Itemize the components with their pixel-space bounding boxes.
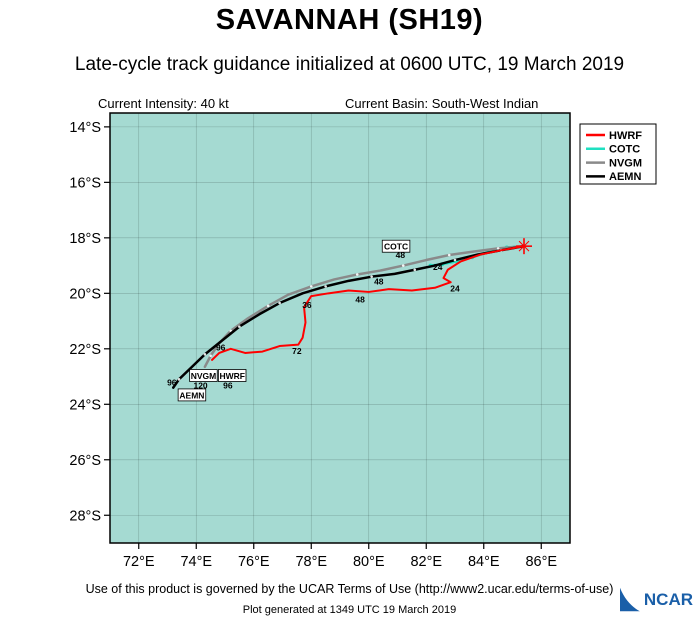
x-tick-label: 80°E [353, 554, 385, 570]
footer-generated: Plot generated at 1349 UTC 19 March 2019 [242, 604, 457, 616]
ncar-logo-text: NCAR [643, 589, 693, 609]
current-intensity-label: Current Intensity: 40 kt [98, 96, 229, 111]
model-label: NVGM [191, 371, 217, 381]
page-title: SAVANNAH (SH19) [215, 4, 484, 36]
y-tick-label: 28°S [69, 508, 101, 524]
page-subtitle: Late-cycle track guidance initialized at… [74, 54, 625, 75]
x-tick-label: 72°E [123, 554, 155, 570]
y-tick-label: 16°S [69, 175, 101, 191]
model-label: AEMN [179, 390, 204, 400]
forecast-hour-label: 96 [216, 342, 226, 352]
track-point-marker [355, 273, 359, 276]
gridlines [110, 113, 570, 543]
legend-label: HWRF [609, 130, 642, 142]
legend-entry-cotc: COTC [586, 144, 640, 156]
current-basin-label: Current Basin: South-West Indian [345, 96, 539, 111]
y-tick-label: 22°S [69, 342, 101, 358]
model-label: COTC [384, 242, 408, 252]
y-axis: 14°S 16°S 18°S 20°S 22°S 24°S 26°S 28°S [69, 120, 110, 524]
model-label-box [217, 369, 247, 382]
ncar-logo: NCAR [617, 586, 693, 613]
forecast-hour-label: 24 [450, 283, 460, 293]
legend-label: AEMN [609, 171, 641, 183]
model-label: HWRF [219, 371, 245, 381]
initial-position-marker [516, 238, 532, 255]
track-point-marker [453, 258, 457, 262]
forecast-hour-label: 96 [167, 378, 177, 388]
forecast-hour-label: 24 [433, 262, 443, 272]
x-tick-label: 82°E [410, 554, 442, 570]
x-axis: 72°E 74°E 76°E 78°E 80°E 82°E 84°E 86°E [123, 543, 557, 570]
track-point-marker [413, 268, 417, 272]
track-point-marker [370, 275, 373, 278]
forecast-hour-label: 48 [374, 277, 384, 287]
track-hwrf [211, 245, 525, 361]
y-tick-label: 14°S [69, 120, 101, 136]
legend-label: COTC [609, 144, 640, 156]
legend-label: NVGM [609, 157, 642, 169]
forecast-hour-label: 120 [193, 380, 207, 390]
legend-entry-nvgm: NVGM [586, 157, 642, 169]
track-point-marker [238, 325, 241, 328]
y-tick-label: 24°S [69, 397, 101, 413]
plot-border [109, 112, 571, 544]
x-tick-label: 86°E [525, 554, 557, 570]
legend-entry-aemn: AEMN [586, 171, 641, 183]
footer-terms: Use of this product is governed by the U… [85, 582, 614, 596]
y-tick-label: 20°S [69, 286, 101, 302]
plot-background [110, 113, 570, 543]
x-tick-label: 78°E [295, 554, 327, 570]
track-point-marker [324, 285, 327, 288]
y-tick-label: 26°S [69, 453, 101, 469]
track-point-marker [266, 304, 270, 308]
forecast-hour-label: 48 [355, 294, 365, 304]
model-label-box [381, 239, 411, 253]
track-point-marker [177, 378, 181, 381]
track-point-marker [203, 353, 207, 356]
forecast-hour-label: 96 [223, 380, 233, 390]
track-point-marker [447, 253, 451, 257]
track-nvgm [203, 244, 526, 369]
model-label-box [177, 388, 207, 402]
forecast-hour-label: 36 [302, 300, 312, 310]
model-label-box [189, 369, 218, 382]
forecast-hour-label: 48 [396, 250, 406, 260]
ncar-logo-icon [619, 587, 640, 612]
track-point-marker [496, 247, 500, 250]
x-tick-label: 84°E [468, 554, 500, 570]
x-tick-label: 76°E [238, 554, 270, 570]
track-point-marker [309, 285, 313, 288]
track-point-marker [401, 264, 405, 267]
legend-entry-hwrf: HWRF [586, 130, 642, 142]
y-tick-label: 18°S [69, 231, 101, 247]
track-point-marker [209, 354, 212, 358]
x-tick-label: 74°E [180, 554, 212, 570]
track-point-marker [278, 301, 281, 305]
forecast-hour-label: 72 [292, 346, 302, 356]
